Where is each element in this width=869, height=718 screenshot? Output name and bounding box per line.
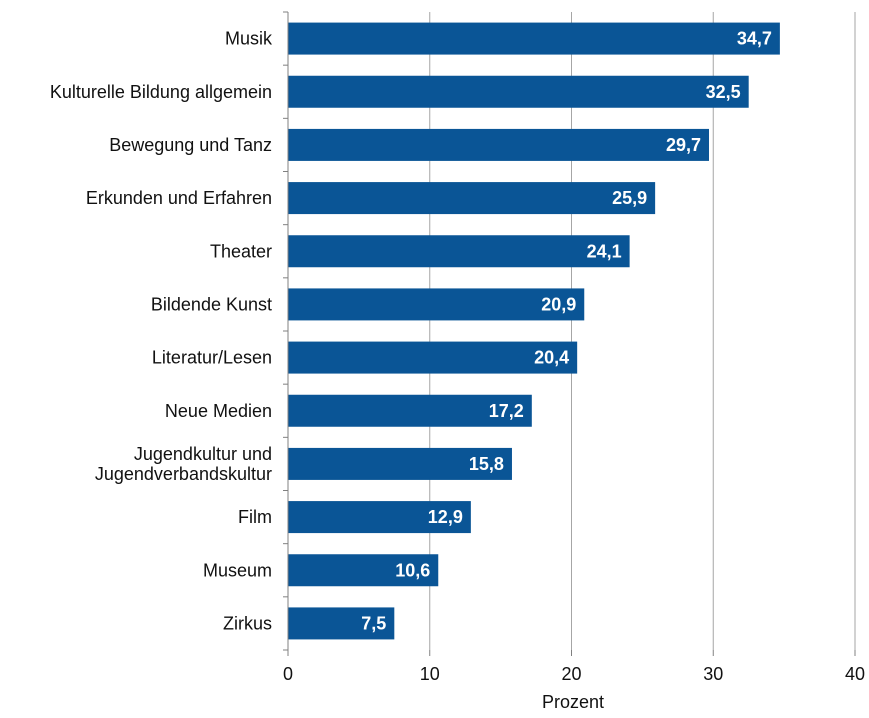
bar-value-label: 20,9 [541,294,576,314]
bar-value-label: 10,6 [395,560,430,580]
bar-value-label: 32,5 [706,82,741,102]
bar [288,554,439,587]
bar-value-label: 7,5 [361,613,386,633]
x-tick-label: 0 [283,664,293,684]
bar [288,447,512,480]
bar [288,75,749,108]
category-label: Museum [203,560,272,580]
bar-value-label: 24,1 [587,241,622,261]
bar [288,341,578,374]
category-label: Neue Medien [165,401,272,421]
category-label: Musik [225,29,273,49]
category-label: Jugendkultur und [134,444,272,464]
category-label: Kulturelle Bildung allgemein [50,82,272,102]
bars [288,22,780,640]
bar [288,22,780,55]
bar-value-label: 17,2 [489,401,524,421]
bar [288,128,709,161]
bar-value-label: 12,9 [428,507,463,527]
category-label: Theater [210,241,272,261]
labels: 0 10 20 30 40 34,7 Musik 32,5 Kulturelle Bildung… [50,29,865,684]
category-label: Film [238,507,272,527]
category-label: Jugendverbandskultur [95,464,272,484]
category-label: Zirkus [223,613,272,633]
bar-value-label: 34,7 [737,29,772,49]
gridlines [429,12,856,650]
x-tick-label: 40 [845,664,865,684]
bar [288,235,630,268]
category-label: Literatur/Lesen [152,348,272,368]
x-tick-label: 30 [703,664,723,684]
category-label: Bildende Kunst [151,294,272,314]
bar [288,288,585,321]
bar-value-label: 15,8 [469,454,504,474]
bar [288,182,656,215]
bar-value-label: 25,9 [612,188,647,208]
category-label: Bewegung und Tanz [109,135,272,155]
bar-value-label: 29,7 [666,135,701,155]
bar [288,501,471,534]
category-label: Erkunden und Erfahren [86,188,272,208]
bar [288,607,395,640]
bar-value-label: 20,4 [534,348,569,368]
bar [288,394,532,427]
x-tick-label: 10 [420,664,440,684]
x-axis-title: Prozent [542,692,604,712]
axes [283,11,856,656]
x-tick-label: 20 [561,664,581,684]
